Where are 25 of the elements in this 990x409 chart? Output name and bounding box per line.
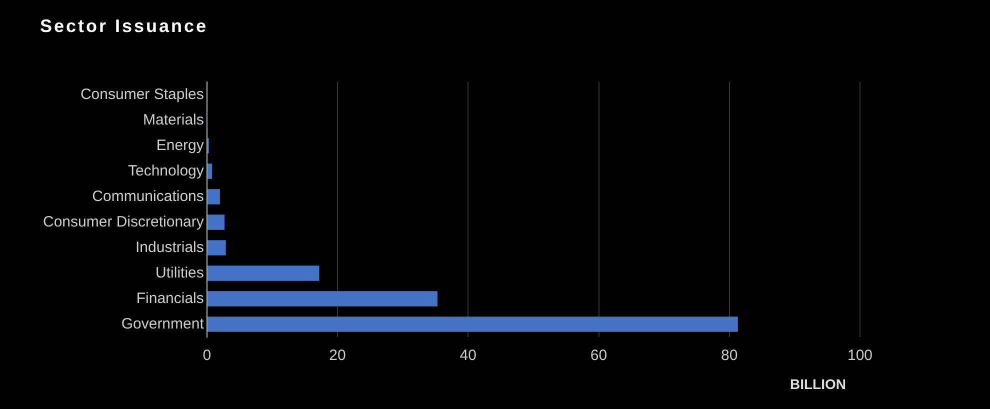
chart-title: Sector Issuance [40, 16, 208, 37]
x-tick-label: 80 [721, 347, 738, 364]
y-tick-label: Consumer Discretionary [42, 213, 204, 230]
y-tick-label: Industrials [136, 238, 204, 256]
bar [207, 240, 226, 256]
bar [207, 316, 738, 332]
y-tick-label: Technology [128, 162, 204, 180]
x-tick-label: 60 [590, 347, 608, 364]
x-tick-label: 100 [847, 347, 873, 364]
x-tick-label: 0 [202, 347, 212, 364]
bar [207, 189, 220, 204]
bar [207, 266, 320, 281]
y-tick-label: Financials [136, 290, 204, 307]
y-tick-label: Communications [92, 188, 204, 205]
bar [207, 291, 438, 306]
y-tick-label: Energy [156, 136, 204, 154]
x-tick-label: 20 [329, 347, 346, 364]
y-tick-label: Consumer Staples [80, 86, 204, 103]
y-tick-label: Materials [143, 111, 204, 128]
y-tick-label: Utilities [156, 264, 204, 282]
x-axis-title: BILLION [790, 376, 846, 392]
bar [207, 164, 212, 179]
bar [207, 214, 225, 230]
y-tick-label: Government [121, 315, 205, 332]
x-tick-label: 40 [460, 347, 476, 364]
